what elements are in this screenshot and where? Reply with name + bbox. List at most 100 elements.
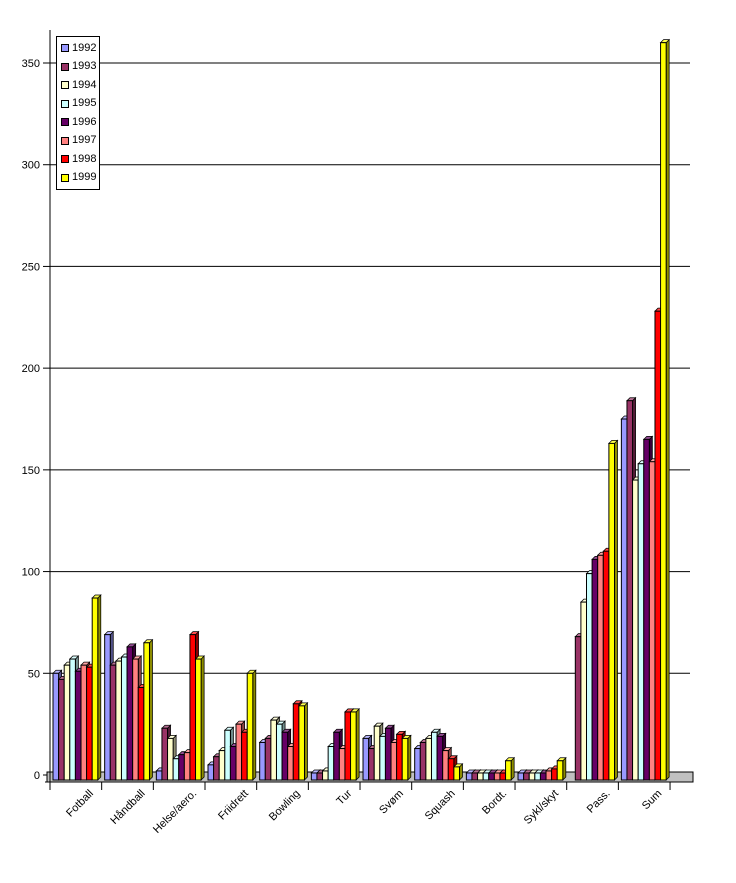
bar-Fotball-1997 xyxy=(80,664,88,781)
legend-label: 1998 xyxy=(72,152,97,165)
x-axis-label: Fotball xyxy=(64,788,96,820)
bar-Svøm-1999 xyxy=(401,737,409,781)
bar-Squash-1996 xyxy=(436,735,444,781)
bar-Squash-1999 xyxy=(453,766,460,781)
bar-Svøm-1992 xyxy=(362,737,370,781)
legend-item-1992: 1992 xyxy=(61,40,99,57)
legend-label: 1993 xyxy=(72,60,97,73)
y-axis-label: 300 xyxy=(22,160,40,172)
bar-Håndball-1994 xyxy=(115,660,122,781)
bar-Svøm-1995 xyxy=(379,735,386,781)
bar-Bordt.-1996 xyxy=(488,772,495,781)
bar-Sum-1994 xyxy=(632,479,639,781)
legend-label: 1996 xyxy=(72,115,97,128)
x-axis-label: Bordt. xyxy=(480,788,509,817)
x-axis-label: Tur xyxy=(334,787,354,807)
bar-Sykl/skyt-1992 xyxy=(517,772,525,781)
bar-Fotball-1994 xyxy=(63,664,71,781)
bar-Fotball-1996 xyxy=(74,670,82,781)
bar-Fotball-1992 xyxy=(52,672,60,781)
bar-Bordt.-1999 xyxy=(505,760,512,781)
bar-Friidrett-1995 xyxy=(224,729,231,781)
legend-label: 1997 xyxy=(72,134,97,147)
bar-Pass.-1999 xyxy=(608,442,616,781)
y-axis-label: 350 xyxy=(22,58,40,70)
x-axis-label: Sum xyxy=(640,788,664,812)
bar-Helse/aero.-1998 xyxy=(189,634,197,781)
bar-Svøm-1994 xyxy=(373,725,381,781)
bar-Fotball-1993 xyxy=(58,678,65,781)
bar-Håndball-1995 xyxy=(120,656,128,781)
legend-item-1994: 1994 xyxy=(61,77,99,94)
legend-item-1998: 1998 xyxy=(61,151,99,168)
x-axis-label: Helse/aero. xyxy=(151,788,199,836)
bar-Helse/aero.-1996 xyxy=(178,754,185,781)
legend-label: 1995 xyxy=(72,97,97,110)
bar-Tur-1998 xyxy=(344,711,352,781)
bar-Friidrett-1993 xyxy=(213,756,220,781)
bar-Helse/aero.-1994 xyxy=(167,737,174,781)
bar-Håndball-1999 xyxy=(143,642,150,781)
bar-Svøm-1996 xyxy=(384,727,392,781)
x-axis-label: Pass. xyxy=(585,788,613,816)
bar-Bowling-1996 xyxy=(281,731,289,781)
legend-label: 1994 xyxy=(72,78,97,91)
bar-Squash-1998 xyxy=(447,758,455,781)
bar-Pass.-1997 xyxy=(597,554,604,781)
y-axis-label: 200 xyxy=(22,363,40,375)
bar-Sum-1996 xyxy=(643,438,650,781)
bar-Fotball-1998 xyxy=(86,666,93,781)
bar-Bordt.-1994 xyxy=(477,772,484,781)
bar-Tur-1992 xyxy=(310,772,318,781)
bar-Tur-1999 xyxy=(350,711,357,781)
legend-swatch xyxy=(61,173,69,182)
bar-Svøm-1998 xyxy=(396,733,403,781)
bar-Friidrett-1999 xyxy=(246,672,254,781)
bar-Squash-1993 xyxy=(419,741,427,781)
bar-Svøm-1993 xyxy=(368,748,375,781)
bar-Tur-1996 xyxy=(333,731,340,781)
y-axis-label: 250 xyxy=(22,261,40,273)
legend-item-1996: 1996 xyxy=(61,114,99,131)
x-axis-label: Sykl/skyt xyxy=(522,788,561,827)
bar-Tur-1993 xyxy=(316,772,324,781)
bar-Sykl/skyt-1995 xyxy=(534,772,541,781)
bar-Pass.-1993 xyxy=(574,636,582,781)
bar-Håndball-1992 xyxy=(104,634,111,781)
bar-Pass.-1998 xyxy=(602,550,610,781)
x-axis-label: Friidrett xyxy=(216,788,251,823)
bar-Friidrett-1994 xyxy=(218,750,226,781)
bar-Pass.-1996 xyxy=(591,558,599,781)
bar-Håndball-1996 xyxy=(126,646,134,781)
legend-swatch xyxy=(61,136,69,145)
bar-Tur-1995 xyxy=(327,746,335,781)
legend-item-1997: 1997 xyxy=(61,132,99,149)
bar-Bordt.-1995 xyxy=(482,772,490,781)
bar-Friidrett-1996 xyxy=(229,746,237,781)
legend-swatch xyxy=(61,81,69,90)
bar-Sykl/skyt-1994 xyxy=(528,772,536,781)
legend-label: 1999 xyxy=(72,171,97,184)
bar-Squash-1997 xyxy=(442,750,449,781)
bar-Bowling-1992 xyxy=(259,741,266,781)
bar-Bowling-1993 xyxy=(264,737,272,781)
bar-Håndball-1993 xyxy=(109,664,117,781)
x-axis-label: Squash xyxy=(423,788,458,823)
bar-Bordt.-1998 xyxy=(499,772,507,781)
bar-Sykl/skyt-1997 xyxy=(545,770,553,781)
bar-Bowling-1994 xyxy=(270,719,277,781)
bar-Bowling-1995 xyxy=(275,723,283,781)
bar-Friidrett-1997 xyxy=(235,723,243,781)
legend-item-1999: 1999 xyxy=(61,169,99,186)
bar-Sykl/skyt-1999 xyxy=(556,760,564,781)
bar-Bordt.-1993 xyxy=(471,772,479,781)
y-axis-label: 100 xyxy=(22,567,40,579)
bar-Squash-1995 xyxy=(430,731,438,781)
bar-Pass.-1994 xyxy=(580,601,588,781)
bar-Tur-1994 xyxy=(322,770,329,781)
bar-Helse/aero.-1992 xyxy=(155,770,163,781)
legend-item-1993: 1993 xyxy=(61,58,99,75)
bar-Helse/aero.-1993 xyxy=(161,727,169,781)
legend-swatch xyxy=(61,44,69,53)
